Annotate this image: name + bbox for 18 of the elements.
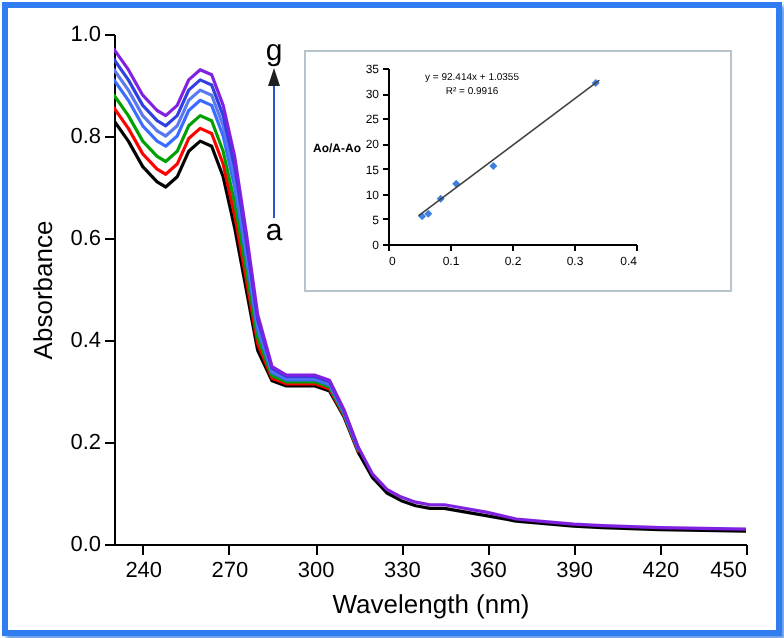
y-tick-label: 1.0 bbox=[70, 23, 101, 47]
y-tick-label: 0.8 bbox=[70, 125, 101, 149]
y-tick-label: 0.0 bbox=[70, 533, 101, 557]
annotation: a bbox=[265, 214, 284, 248]
y-tick-label: 0.2 bbox=[70, 431, 101, 455]
x-tick-label: 270 bbox=[211, 559, 249, 583]
y-tick-label: 0.6 bbox=[70, 227, 101, 251]
x-axis-title: Wavelength (nm) bbox=[332, 589, 530, 619]
x-tick-label: 240 bbox=[125, 559, 163, 583]
annotation: g bbox=[265, 34, 283, 68]
x-tick-label: 330 bbox=[383, 559, 421, 583]
x-tick-label: 300 bbox=[297, 559, 335, 583]
y-tick-label: 0.4 bbox=[70, 329, 101, 353]
y-axis-title: Absorbance bbox=[28, 220, 59, 360]
x-tick-label: 420 bbox=[642, 559, 680, 583]
x-tick-label: 390 bbox=[556, 559, 593, 583]
x-tick-label: 360 bbox=[470, 559, 507, 583]
x-tick-label: 450 bbox=[710, 559, 747, 583]
